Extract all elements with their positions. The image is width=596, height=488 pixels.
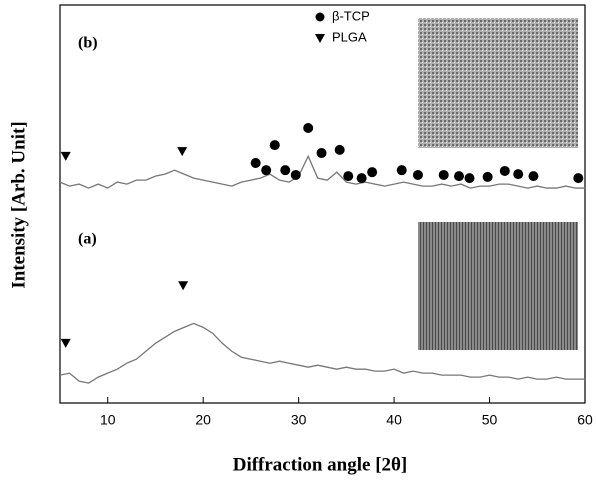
legend-symbol: [315, 12, 325, 22]
panel-label: (a): [78, 231, 97, 248]
x-tick-label: 60: [577, 412, 593, 428]
peak-marker: [482, 171, 493, 182]
x-tick-label: 10: [100, 412, 116, 428]
peak-marker: [454, 171, 464, 182]
spectrum-line: [59, 322, 585, 384]
peak-marker: [367, 167, 378, 178]
peak-marker: [261, 165, 272, 176]
x-axis-label: Diffraction angle [2θ]: [233, 454, 408, 475]
plot-frame: [59, 4, 586, 404]
peak-marker: [499, 165, 510, 176]
peak-marker: [60, 151, 71, 161]
peak-marker: [290, 169, 301, 180]
y-axis-label: Intensity [Arb. Unit]: [8, 121, 29, 288]
peak-marker: [464, 173, 475, 184]
legend-label: β-TCP: [332, 8, 370, 23]
spectrum-line: [59, 154, 585, 189]
peak-marker: [303, 122, 314, 133]
x-tick-label: 50: [482, 412, 498, 428]
peak-marker: [280, 165, 291, 176]
inset-image: [418, 222, 578, 350]
x-tick-label: 40: [386, 412, 402, 428]
peak-marker: [396, 165, 407, 176]
x-tick-label: 20: [195, 412, 211, 428]
x-tick-label: 30: [291, 412, 307, 428]
peak-marker: [412, 169, 423, 180]
peak-marker: [60, 338, 71, 348]
peak-marker: [438, 169, 449, 180]
peak-marker: [316, 148, 327, 159]
peak-marker: [177, 147, 188, 157]
peak-marker: [250, 158, 261, 169]
legend-label: PLGA: [332, 29, 367, 44]
peak-marker: [343, 171, 354, 182]
peak-marker: [178, 281, 189, 291]
peak-marker: [356, 173, 367, 184]
panel-label: (b): [78, 35, 98, 52]
peak-marker: [573, 173, 584, 184]
inset-image: [418, 18, 578, 148]
legend-symbol: [315, 34, 325, 43]
peak-marker: [269, 140, 280, 151]
peak-marker: [334, 144, 345, 155]
peak-marker: [528, 171, 539, 182]
peak-marker: [513, 169, 524, 180]
